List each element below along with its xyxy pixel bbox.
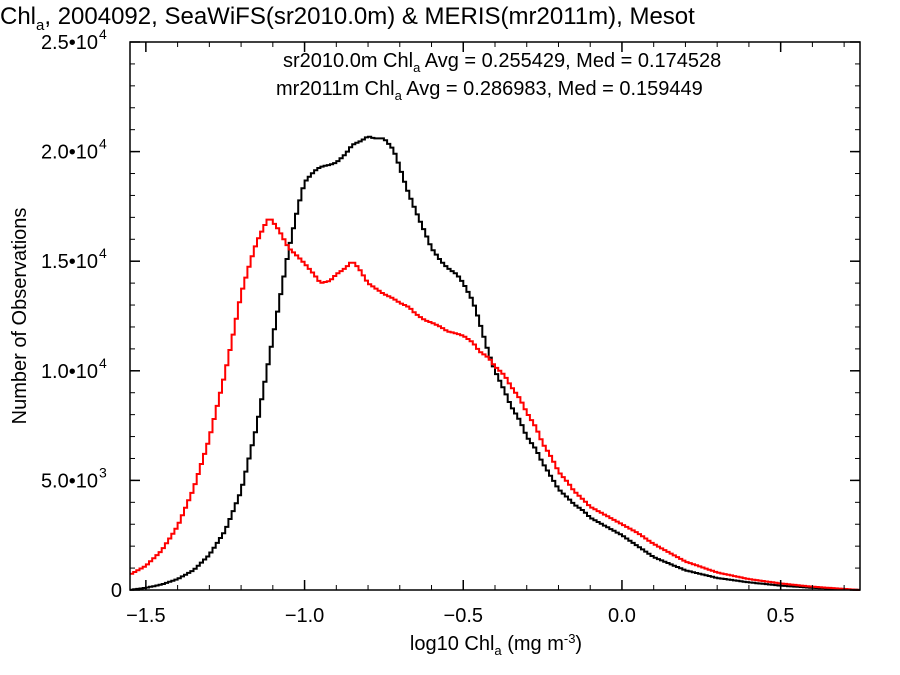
chart-title-lead: Chl — [0, 3, 36, 30]
legend-mr2011-b: Avg = 0.286983, Med = 0.159449 — [402, 78, 703, 100]
series-line-sr2010.0m — [130, 135, 860, 591]
x-tick-label: 0.0 — [608, 605, 636, 627]
legend-sr2010-b: Avg = 0.255429, Med = 0.174528 — [420, 50, 721, 72]
y-tick-mantissa: 1.0•10 — [41, 361, 98, 383]
y-tick-label: 5.0•10 — [41, 470, 98, 492]
x-tick-label: −1.0 — [285, 605, 324, 627]
legend-sr2010-a: sr2010.0m Chl — [283, 50, 413, 72]
y-tick-label: 1.0•10 — [41, 361, 98, 383]
chart-title-sub: a — [36, 17, 45, 34]
y-tick-label: 0 — [111, 580, 122, 602]
y-axis-label: Number of Observations — [9, 208, 31, 425]
y-tick-exponent: 4 — [99, 245, 107, 261]
y-axis: 05.0•10 31.0•10 41.5•10 42.0•10 42.5•10 4 — [41, 26, 860, 602]
legend-mr2011-sub: a — [395, 88, 403, 103]
x-label-sup: -3 — [564, 631, 576, 646]
x-label-mid: (mg m — [502, 633, 564, 655]
y-tick-exponent: 4 — [99, 136, 107, 152]
x-axis: −1.5 −1.0 −0.5 0.0 0.5 — [126, 42, 845, 627]
x-tick-label: −1.5 — [126, 605, 165, 627]
y-tick-exponent: 4 — [99, 26, 107, 42]
y-tick-mantissa: 0 — [111, 580, 122, 602]
x-label-tail: ) — [575, 633, 582, 655]
y-tick-mantissa: 5.0•10 — [41, 470, 98, 492]
legend-entry-sr2010: sr2010.0m Chla Avg = 0.255429, Med = 0.1… — [283, 50, 721, 75]
legend-mr2011-a: mr2011m Chl — [276, 78, 395, 100]
y-tick-label: 2.0•10 — [41, 142, 98, 164]
y-tick-mantissa: 2.0•10 — [41, 142, 98, 164]
chart-title: Chla, 2004092, SeaWiFS(sr2010.0m) & MERI… — [0, 3, 695, 34]
legend: sr2010.0m Chla Avg = 0.255429, Med = 0.1… — [276, 50, 721, 103]
y-tick-mantissa: 1.5•10 — [41, 251, 98, 273]
x-tick-label: −0.5 — [444, 605, 483, 627]
legend-entry-mr2011: mr2011m Chla Avg = 0.286983, Med = 0.159… — [276, 78, 703, 103]
x-tick-label: 0.5 — [767, 605, 795, 627]
x-label-sub: a — [494, 643, 502, 658]
y-tick-exponent: 4 — [99, 355, 107, 371]
y-tick-mantissa: 2.5•10 — [41, 32, 98, 54]
y-tick-exponent: 3 — [99, 464, 107, 480]
y-tick-label: 2.5•10 — [41, 32, 98, 54]
chart-title-rest: , 2004092, SeaWiFS(sr2010.0m) & MERIS(mr… — [44, 3, 695, 30]
legend-sr2010-sub: a — [413, 60, 421, 75]
series-line-mr2011m — [130, 218, 860, 591]
plot-frame — [129, 41, 861, 591]
y-tick-label: 1.5•10 — [41, 251, 98, 273]
x-label-lead: log10 Chl — [410, 633, 495, 655]
plot-area — [130, 135, 860, 591]
x-axis-label: log10 Chla (mg m-3) — [410, 631, 582, 658]
